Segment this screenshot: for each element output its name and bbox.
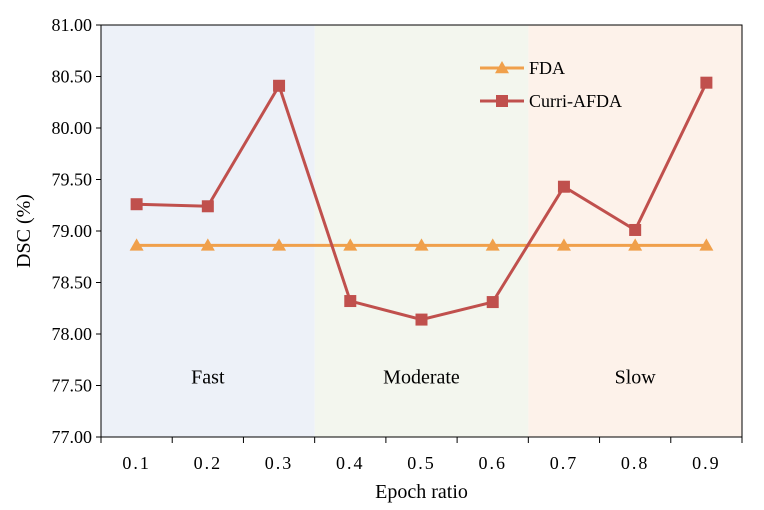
x-axis-title: Epoch ratio [375,481,468,503]
axes: 77.00 77.50 78.00 78.50 79.00 79.50 80.00 80.50… [52,15,743,473]
region-moderate [314,25,529,437]
data-point-fda [556,238,571,251]
legend: FDA Curri-AFDA [480,58,622,111]
x-tick-label: 0.7 [550,453,579,473]
series [129,76,714,326]
legend-item-fda: FDA [480,58,565,78]
y-tick-label: 80.00 [52,118,93,138]
data-point-curri-afda [415,313,428,326]
data-point-fda [200,238,215,251]
y-tick-label: 79.50 [52,170,93,190]
y-tick-label: 77.50 [52,376,93,396]
data-point-fda [699,238,714,251]
data-point-fda [485,238,500,251]
data-point-curri-afda [557,180,570,193]
data-point-fda [628,238,643,251]
data-point-fda [343,238,358,251]
x-tick-label: 0.8 [621,453,650,473]
y-tick-label: 77.00 [52,427,93,447]
data-point-curri-afda [344,295,357,308]
data-point-curri-afda [273,79,286,92]
data-point-curri-afda [700,76,713,89]
x-tick-label: 0.5 [407,453,436,473]
data-point-fda [272,238,287,251]
region-fast [101,25,315,437]
data-point-curri-afda [201,200,214,213]
data-point-fda [129,238,144,251]
legend-label: Curri-AFDA [529,91,622,111]
data-point-curri-afda [486,296,499,309]
series-fda [129,238,714,251]
y-axis-title: DSC (%) [13,194,35,268]
y-tick-label: 79.00 [52,221,93,241]
y-tick-label: 81.00 [52,15,93,35]
data-point-fda [414,238,429,251]
x-tick-label: 0.1 [122,453,151,473]
region-labels: Fast Moderate Slow [191,366,656,388]
legend-label: FDA [529,58,565,78]
region-label-fast: Fast [191,366,225,388]
background-regions [101,25,742,437]
x-tick-label: 0.9 [692,453,721,473]
series-curri-afda [130,76,713,326]
legend-item-curri-afda: Curri-AFDA [480,91,622,111]
x-tick-label: 0.2 [194,453,223,473]
region-label-moderate: Moderate [383,366,460,388]
x-tick-label: 0.6 [478,453,507,473]
y-tick-label: 80.50 [52,67,93,87]
x-tick-label: 0.3 [265,453,294,473]
data-point-curri-afda [130,198,143,211]
data-point-curri-afda [629,223,642,236]
x-tick-label: 0.4 [336,453,365,473]
y-tick-label: 78.00 [52,324,93,344]
legend-swatch-marker [495,61,509,74]
region-label-slow: Slow [615,366,657,388]
legend-swatch-marker [496,95,508,107]
y-tick-label: 78.50 [52,273,93,293]
